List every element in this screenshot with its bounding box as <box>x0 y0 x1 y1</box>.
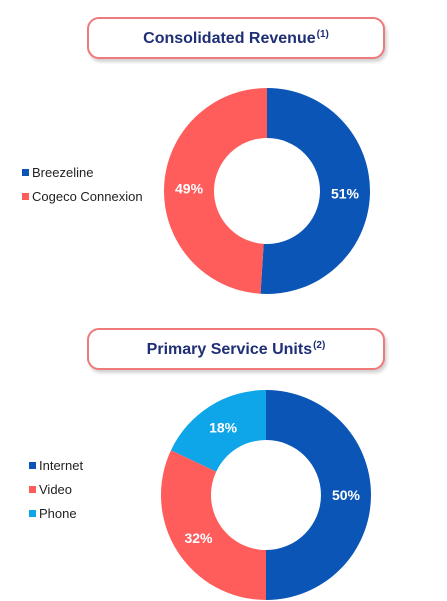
chart-title-box-revenue: Consolidated Revenue(1) <box>87 17 385 59</box>
donut-chart-revenue: 51% 49% <box>164 88 371 294</box>
legend-swatch-video <box>29 485 36 493</box>
donut-slice-phone <box>170 390 266 472</box>
legend-item-cogeco-connexion: Cogeco Connexion <box>22 184 143 208</box>
chart-title-note-service-units: (2) <box>313 339 326 351</box>
data-label-internet: 50% <box>332 487 361 503</box>
legend-swatch-cogeco-connexion <box>22 192 29 200</box>
chart-title-box-service-units: Primary Service Units(2) <box>87 328 385 370</box>
legend-swatch-phone <box>29 509 36 517</box>
legend-item-phone: Phone <box>29 501 83 525</box>
data-label-breezeline: 51% <box>331 185 360 201</box>
donut-slice-breezeline <box>260 88 371 294</box>
donut-chart-service-units: 50% 32% 18% <box>160 390 371 600</box>
legend-label-internet: Internet <box>39 457 84 473</box>
data-label-video: 32% <box>184 530 213 546</box>
donut-slice-internet <box>266 390 371 600</box>
donut-slice-video <box>160 450 266 600</box>
legend-service-units: Internet Video Phone <box>29 453 83 525</box>
data-label-cogeco-connexion: 49% <box>175 181 204 197</box>
legend-swatch-breezeline <box>22 168 29 176</box>
legend-label-phone: Phone <box>39 505 77 521</box>
legend-item-breezeline: Breezeline <box>22 160 143 184</box>
legend-label-breezeline: Breezeline <box>32 164 94 180</box>
chart-title-note-revenue: (1) <box>316 28 329 40</box>
legend-label-cogeco-connexion: Cogeco Connexion <box>32 188 143 204</box>
chart-title-revenue: Consolidated Revenue <box>143 29 316 47</box>
legend-item-video: Video <box>29 477 83 501</box>
chart-title-service-units: Primary Service Units <box>146 340 313 358</box>
legend-swatch-internet <box>29 461 36 469</box>
legend-item-internet: Internet <box>29 453 83 477</box>
legend-label-video: Video <box>39 481 73 497</box>
legend-revenue: Breezeline Cogeco Connexion <box>22 160 143 208</box>
data-label-phone: 18% <box>209 419 238 435</box>
donut-slice-cogeco-connexion <box>164 88 267 294</box>
